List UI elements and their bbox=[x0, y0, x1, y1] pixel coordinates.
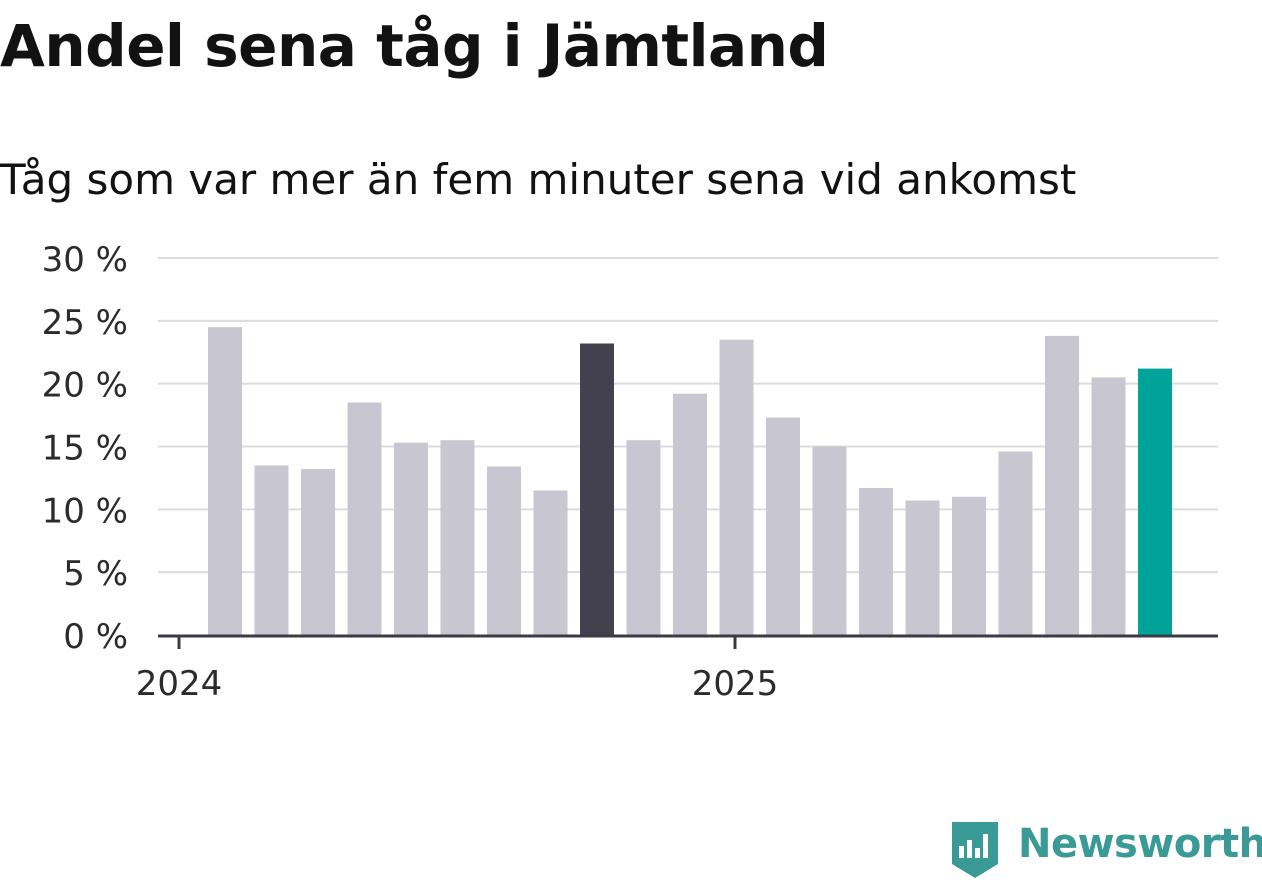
bar-2024-12 bbox=[719, 339, 754, 635]
bar-2025-08 bbox=[1091, 377, 1126, 635]
chart-subtitle: Tåg som var mer än fem minuter sena vid … bbox=[0, 155, 1077, 204]
y-tick-label: 5 % bbox=[63, 554, 128, 594]
newsworthy-logo: Newsworthy bbox=[950, 818, 1262, 880]
bar-2024-02 bbox=[254, 465, 289, 635]
bar-2024-09 bbox=[580, 343, 614, 635]
bar-2024-06 bbox=[440, 440, 475, 635]
bar-2025-02 bbox=[812, 446, 847, 635]
y-axis-ticks: 0 % 5 % 10 % 15 % 20 % 25 % 30 % bbox=[42, 240, 128, 657]
bar-2024-04 bbox=[347, 402, 382, 635]
y-tick-label: 20 % bbox=[42, 366, 128, 406]
brand-name: Newsworthy bbox=[1018, 821, 1262, 867]
y-tick-label: 0 % bbox=[63, 617, 128, 657]
bar-2025-06 bbox=[998, 451, 1033, 635]
bar-2024-05 bbox=[394, 442, 428, 635]
x-axis: 2024 2025 bbox=[136, 634, 1218, 704]
bar-2024-11 bbox=[673, 393, 707, 635]
bars bbox=[208, 327, 1172, 635]
x-tick-label: 2025 bbox=[692, 664, 779, 704]
bar-2024-10 bbox=[626, 440, 661, 635]
y-tick-label: 10 % bbox=[42, 491, 128, 531]
chart-title: Andel sena tåg i Jämtland bbox=[0, 12, 829, 80]
bar-2024-07 bbox=[487, 466, 521, 635]
bar-2025-03 bbox=[859, 488, 893, 635]
y-tick-label: 15 % bbox=[42, 429, 128, 469]
bar-2025-09 bbox=[1138, 368, 1172, 635]
y-tick-label: 30 % bbox=[42, 240, 128, 280]
bar-2024-08 bbox=[533, 490, 568, 635]
bar-2025-07 bbox=[1045, 335, 1079, 635]
y-tick-label: 25 % bbox=[42, 303, 128, 343]
x-tick-label: 2024 bbox=[136, 664, 223, 704]
bar-2025-05 bbox=[952, 496, 986, 635]
bar-2025-01 bbox=[766, 417, 800, 635]
newsworthy-chart-icon bbox=[952, 822, 998, 878]
bar-2025-04 bbox=[905, 500, 940, 635]
bar-2024-03 bbox=[301, 469, 335, 635]
bar-2024-01 bbox=[208, 327, 242, 635]
